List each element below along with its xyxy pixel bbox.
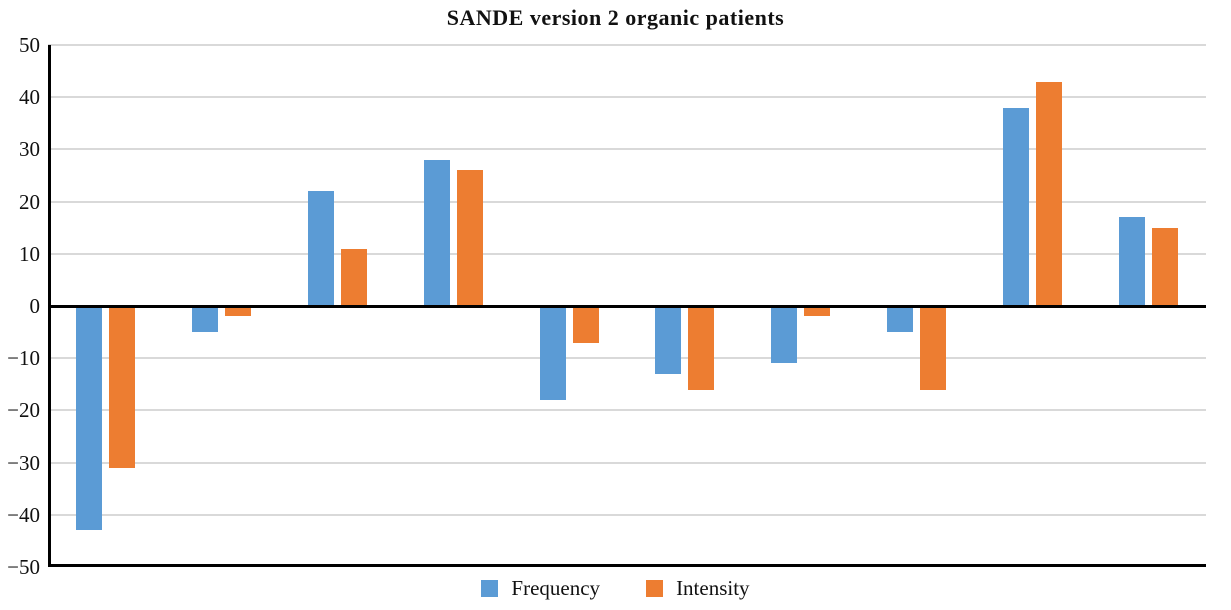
bar-frequency-5 [540,306,566,400]
plot-bottom-border [48,564,1206,567]
bar-intensity-9 [1036,82,1062,306]
bar-frequency-1 [76,306,102,530]
legend: Frequency Intensity [0,576,1231,601]
legend-item-frequency: Frequency [481,576,600,601]
y-tick-label--40: −40 [7,503,40,527]
gridline-y-40 [48,514,1206,516]
y-tick-label-50: 50 [19,33,40,57]
bar-frequency-10 [1119,217,1145,306]
bar-intensity-7 [804,306,830,316]
bar-frequency-2 [192,306,218,332]
bar-intensity-1 [109,306,135,468]
frequency-swatch-icon [481,580,499,597]
bar-frequency-8 [887,306,913,332]
bar-frequency-4 [424,160,450,306]
y-tick-label--30: −30 [7,451,40,475]
y-tick-label-20: 20 [19,190,40,214]
bar-intensity-8 [920,306,946,390]
bar-intensity-10 [1152,228,1178,306]
gridline-y10 [48,253,1206,255]
zero-axis-line [48,305,1206,308]
y-tick-label-10: 10 [19,242,40,266]
gridline-y-20 [48,409,1206,411]
bar-frequency-9 [1003,108,1029,306]
gridline-y20 [48,201,1206,203]
bar-frequency-3 [308,191,334,306]
gridline-y-30 [48,462,1206,464]
bar-intensity-3 [341,249,367,306]
gridline-y50 [48,44,1206,46]
bar-intensity-4 [457,170,483,306]
chart-title: SANDE version 2 organic patients [446,5,785,30]
y-tick-label--50: −50 [7,555,40,579]
y-tick-label-30: 30 [19,137,40,161]
bar-intensity-2 [225,306,251,316]
bar-intensity-6 [688,306,714,390]
y-tick-label--10: −10 [7,346,40,370]
legend-label-intensity: Intensity [676,576,750,600]
legend-label-frequency: Frequency [511,576,601,600]
gridline-y40 [48,96,1206,98]
gridline-y30 [48,148,1206,150]
plot-area [48,44,1206,567]
bar-frequency-6 [655,306,681,374]
bar-intensity-5 [573,306,599,343]
gridline-y-10 [48,357,1206,359]
legend-item-intensity: Intensity [646,576,750,601]
y-tick-label-0: 0 [29,294,41,318]
bar-frequency-7 [771,306,797,363]
y-tick-label-40: 40 [19,85,40,109]
y-tick-label--20: −20 [7,398,40,422]
intensity-swatch-icon [646,580,664,597]
